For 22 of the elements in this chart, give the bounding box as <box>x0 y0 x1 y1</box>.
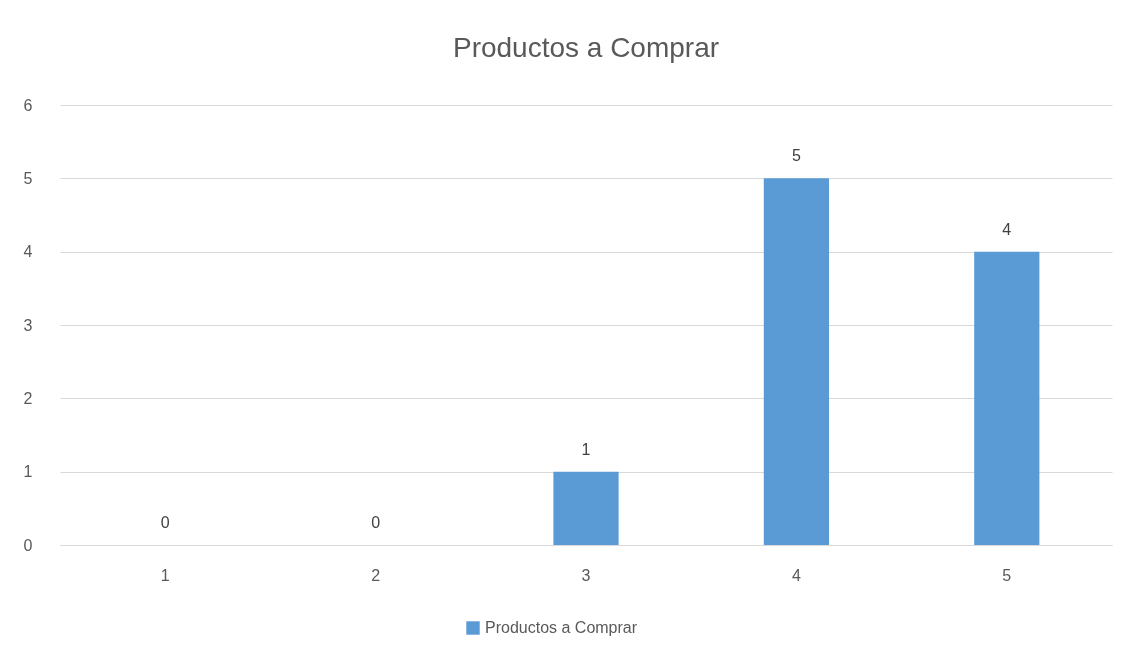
bar <box>553 471 619 545</box>
x-tick-label: 3 <box>581 566 591 584</box>
bar <box>763 178 830 545</box>
data-label: 4 <box>1002 220 1012 238</box>
bar <box>974 251 1040 545</box>
y-tick-label: 1 <box>23 463 33 481</box>
y-tick-label: 0 <box>23 536 33 554</box>
x-tick-label: 1 <box>160 566 170 584</box>
data-label: 0 <box>371 514 381 531</box>
data-label: 5 <box>791 147 801 165</box>
x-tick-label: 4 <box>791 566 801 584</box>
data-label: 0 <box>160 514 170 531</box>
y-tick-label: 4 <box>23 243 33 261</box>
x-tick-label: 5 <box>1002 566 1012 584</box>
data-label: 1 <box>581 440 591 458</box>
chart-title: Productos a Comprar <box>452 32 720 63</box>
y-tick-label: 3 <box>23 316 33 334</box>
x-tick-label: 2 <box>371 566 381 584</box>
y-tick-label: 2 <box>23 389 33 407</box>
y-tick-label: 5 <box>23 169 33 187</box>
y-tick-label: 6 <box>23 96 33 114</box>
legend-label: Productos a Comprar <box>485 619 638 636</box>
